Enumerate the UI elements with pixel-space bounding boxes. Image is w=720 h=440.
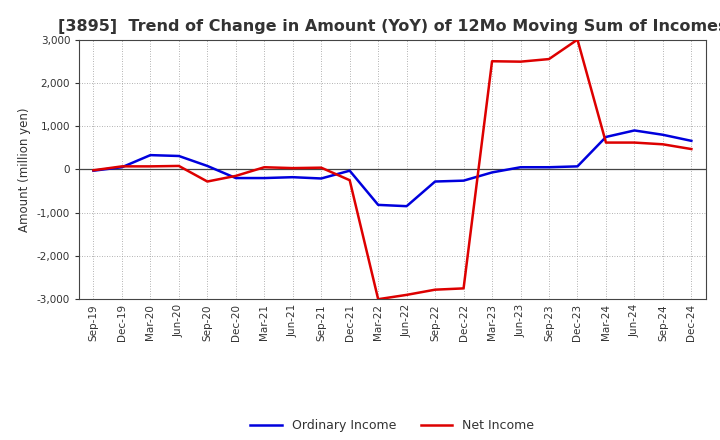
Ordinary Income	[545, 165, 554, 170]
Net Income	[630, 140, 639, 145]
Title: [3895]  Trend of Change in Amount (YoY) of 12Mo Moving Sum of Incomes: [3895] Trend of Change in Amount (YoY) o…	[58, 19, 720, 34]
Net Income	[687, 147, 696, 152]
Net Income	[573, 37, 582, 42]
Net Income	[516, 59, 525, 64]
Net Income	[232, 173, 240, 179]
Net Income	[487, 59, 496, 64]
Ordinary Income	[573, 164, 582, 169]
Ordinary Income	[487, 170, 496, 175]
Net Income	[146, 164, 155, 169]
Net Income	[317, 165, 325, 170]
Net Income	[459, 286, 468, 291]
Ordinary Income	[402, 204, 411, 209]
Ordinary Income	[516, 165, 525, 170]
Net Income	[431, 287, 439, 292]
Ordinary Income	[346, 168, 354, 173]
Net Income	[203, 179, 212, 184]
Net Income	[346, 178, 354, 183]
Ordinary Income	[602, 134, 611, 139]
Ordinary Income	[687, 138, 696, 143]
Ordinary Income	[232, 176, 240, 181]
Ordinary Income	[260, 176, 269, 181]
Ordinary Income	[630, 128, 639, 133]
Net Income	[89, 168, 98, 173]
Ordinary Income	[459, 178, 468, 183]
Ordinary Income	[289, 175, 297, 180]
Line: Net Income: Net Income	[94, 40, 691, 299]
Ordinary Income	[117, 165, 126, 170]
Ordinary Income	[659, 132, 667, 137]
Net Income	[402, 292, 411, 297]
Ordinary Income	[203, 163, 212, 169]
Net Income	[174, 163, 183, 169]
Ordinary Income	[374, 202, 382, 208]
Legend: Ordinary Income, Net Income: Ordinary Income, Net Income	[246, 414, 539, 437]
Net Income	[289, 165, 297, 171]
Ordinary Income	[174, 154, 183, 159]
Net Income	[374, 297, 382, 302]
Ordinary Income	[431, 179, 439, 184]
Net Income	[602, 140, 611, 145]
Net Income	[260, 165, 269, 170]
Ordinary Income	[317, 176, 325, 181]
Net Income	[659, 142, 667, 147]
Line: Ordinary Income: Ordinary Income	[94, 130, 691, 206]
Ordinary Income	[146, 153, 155, 158]
Net Income	[545, 56, 554, 62]
Net Income	[117, 164, 126, 169]
Y-axis label: Amount (million yen): Amount (million yen)	[19, 107, 32, 231]
Ordinary Income	[89, 168, 98, 173]
